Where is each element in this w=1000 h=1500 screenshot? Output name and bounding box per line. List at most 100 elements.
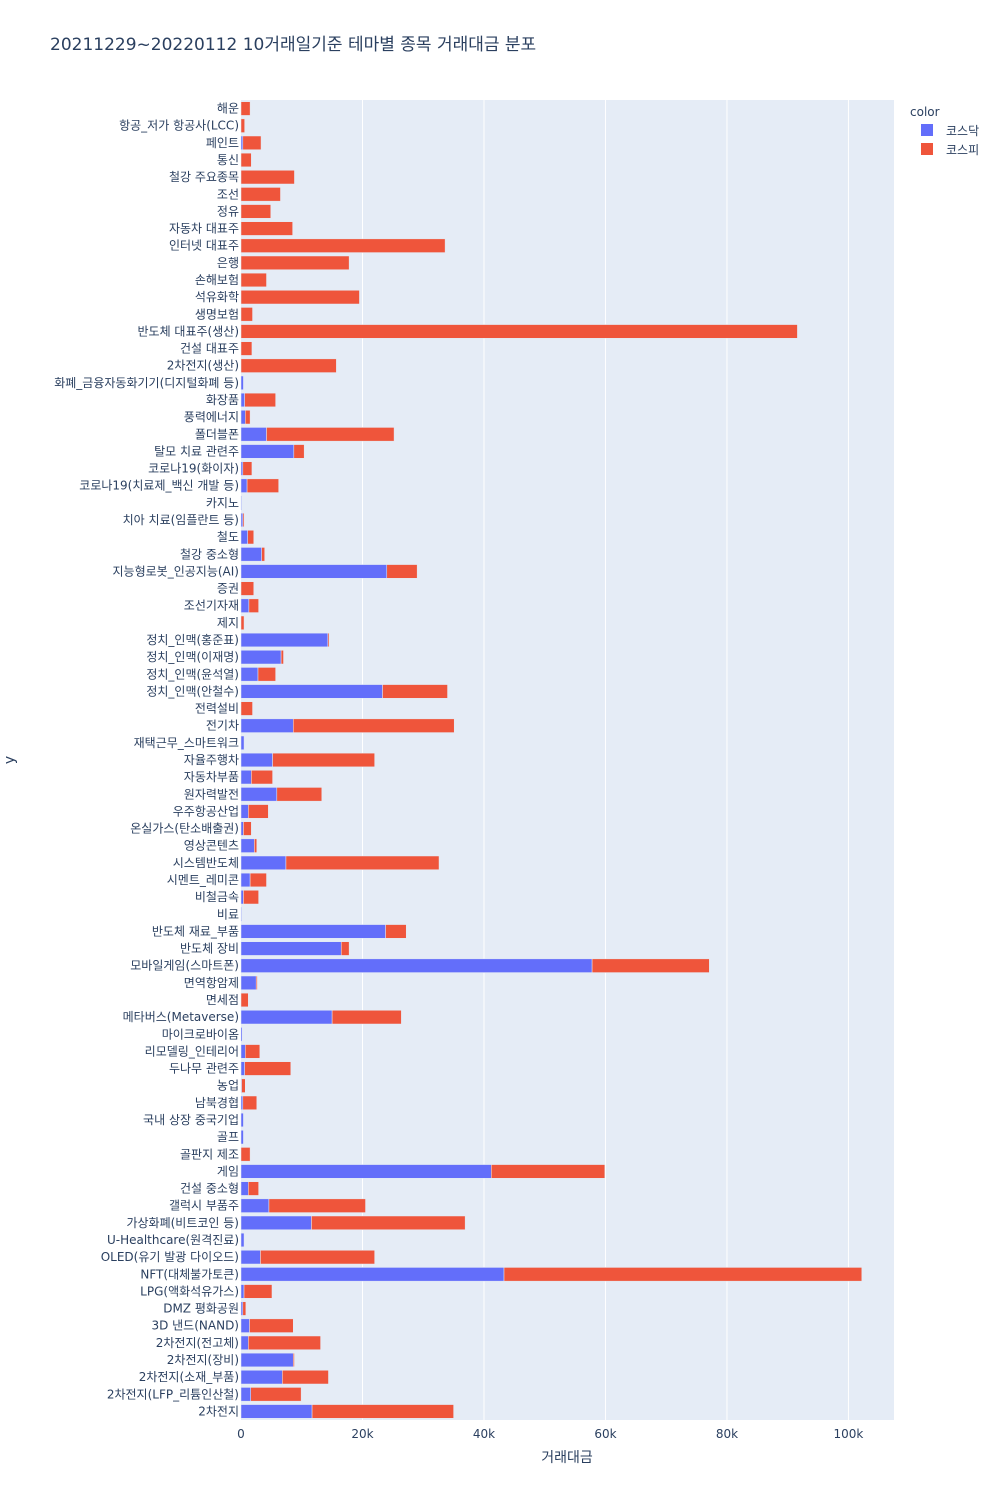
bar-segment[interactable]: [240, 512, 244, 528]
bar-segment[interactable]: [240, 821, 244, 836]
bar-segment[interactable]: [240, 1370, 283, 1385]
legend-label-kosdaq[interactable]: 코스닥: [946, 124, 979, 138]
bar-segment[interactable]: [491, 1164, 606, 1179]
bar-segment[interactable]: [240, 135, 244, 150]
bar-segment[interactable]: [386, 564, 418, 579]
bar-segment[interactable]: [240, 290, 360, 305]
bar-segment[interactable]: [292, 718, 455, 733]
legend-label-kospi[interactable]: 코스피: [946, 143, 979, 157]
bar-segment[interactable]: [241, 1078, 246, 1093]
bar-segment[interactable]: [240, 770, 252, 785]
bar-segment[interactable]: [254, 838, 258, 853]
bar-segment[interactable]: [240, 1232, 245, 1248]
bar-segment[interactable]: [243, 890, 259, 905]
bar-segment[interactable]: [245, 410, 251, 425]
bars[interactable]: [240, 101, 863, 1419]
bar-segment[interactable]: [240, 958, 593, 973]
bar-segment[interactable]: [260, 1250, 375, 1265]
bar-segment[interactable]: [240, 1164, 492, 1179]
bar-segment[interactable]: [240, 392, 245, 408]
bar-segment[interactable]: [240, 1335, 249, 1350]
bar-segment[interactable]: [240, 238, 446, 253]
bar-segment[interactable]: [240, 427, 267, 442]
bar-segment[interactable]: [240, 547, 262, 562]
bar-segment[interactable]: [503, 1267, 863, 1282]
bar-segment[interactable]: [242, 461, 253, 476]
bar-segment[interactable]: [240, 1027, 243, 1042]
bar-segment[interactable]: [243, 1284, 273, 1299]
bar-segment[interactable]: [240, 650, 282, 665]
bar-segment[interactable]: [240, 461, 244, 476]
bar-segment[interactable]: [248, 1335, 321, 1350]
bar-segment[interactable]: [240, 1352, 294, 1368]
bar-segment[interactable]: [257, 667, 276, 682]
bar-segment[interactable]: [240, 564, 388, 579]
bar-segment[interactable]: [240, 410, 246, 425]
bar-segment[interactable]: [240, 1387, 251, 1402]
bar-segment[interactable]: [240, 701, 253, 716]
bar-segment[interactable]: [240, 890, 244, 905]
bar-segment[interactable]: [242, 512, 245, 528]
bar-segment[interactable]: [240, 341, 253, 356]
bar-segment[interactable]: [248, 804, 269, 819]
bar-segment[interactable]: [331, 1010, 402, 1025]
bar-segment[interactable]: [240, 170, 295, 185]
bar-segment[interactable]: [249, 872, 267, 888]
bar-segment[interactable]: [245, 1044, 261, 1059]
bar-segment[interactable]: [255, 975, 258, 990]
bar-segment[interactable]: [240, 255, 350, 270]
bar-segment[interactable]: [240, 804, 249, 819]
bar-segment[interactable]: [248, 598, 259, 613]
legend-swatch-kospi[interactable]: [921, 143, 933, 155]
bar-segment[interactable]: [248, 1181, 259, 1196]
bar-segment[interactable]: [240, 941, 342, 956]
bar-segment[interactable]: [240, 975, 257, 990]
bar-segment[interactable]: [242, 135, 262, 150]
bar-segment[interactable]: [240, 735, 245, 750]
bar-segment[interactable]: [261, 547, 265, 562]
bar-segment[interactable]: [240, 1095, 244, 1110]
bar-segment[interactable]: [272, 752, 375, 768]
legend-swatch-kosdaq[interactable]: [921, 124, 933, 136]
bar-segment[interactable]: [311, 1215, 466, 1230]
bar-segment[interactable]: [240, 924, 386, 939]
bar-segment[interactable]: [591, 958, 710, 973]
bar-segment[interactable]: [240, 530, 248, 545]
bar-segment[interactable]: [240, 838, 255, 853]
bar-segment[interactable]: [240, 118, 245, 133]
bar-segment[interactable]: [327, 632, 330, 648]
bar-segment[interactable]: [240, 615, 245, 630]
bar-segment[interactable]: [240, 1010, 333, 1025]
bar-segment[interactable]: [240, 152, 252, 168]
bar-segment[interactable]: [266, 427, 395, 442]
bar-segment[interactable]: [240, 204, 272, 219]
bar-segment[interactable]: [240, 1215, 312, 1230]
bar-segment[interactable]: [382, 684, 448, 699]
bar-segment[interactable]: [242, 1301, 247, 1316]
bar-segment[interactable]: [243, 821, 252, 836]
bar-segment[interactable]: [240, 1284, 245, 1299]
bar-segment[interactable]: [276, 787, 323, 802]
bar-segment[interactable]: [242, 1095, 258, 1110]
bar-segment[interactable]: [240, 632, 329, 648]
bar-segment[interactable]: [240, 307, 253, 322]
bar-segment[interactable]: [240, 272, 267, 288]
bar-segment[interactable]: [249, 1318, 294, 1333]
bar-segment[interactable]: [240, 495, 242, 510]
bar-segment[interactable]: [285, 855, 440, 870]
bar-segment[interactable]: [240, 1404, 313, 1419]
bar-segment[interactable]: [240, 752, 273, 768]
legend[interactable]: color 코스닥 코스피: [910, 105, 979, 157]
bar-segment[interactable]: [246, 478, 279, 493]
bar-segment[interactable]: [240, 1181, 249, 1196]
bar-segment[interactable]: [240, 992, 249, 1008]
bar-segment[interactable]: [240, 1301, 244, 1316]
bar-segment[interactable]: [240, 598, 250, 613]
bar-segment[interactable]: [340, 941, 350, 956]
bar-segment[interactable]: [240, 444, 295, 459]
bar-segment[interactable]: [292, 1352, 295, 1368]
bar-segment[interactable]: [240, 1147, 251, 1162]
bar-segment[interactable]: [311, 1404, 454, 1419]
bar-segment[interactable]: [240, 1250, 261, 1265]
bar-segment[interactable]: [240, 581, 255, 596]
